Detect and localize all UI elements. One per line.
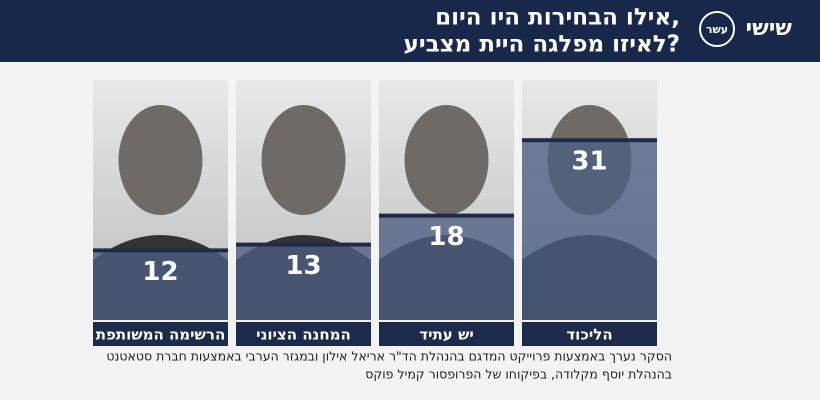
value-label: 12 [142, 257, 178, 287]
chart-title: לאיזו מפלגה היית מצביע? [404, 32, 681, 58]
category-band [93, 322, 228, 346]
logo-ring [699, 11, 735, 47]
bar-top-line [236, 242, 371, 247]
header-band [0, 0, 820, 62]
x-tick-label: הליכוד [566, 326, 612, 344]
bar [522, 140, 657, 320]
photo-head [261, 105, 346, 215]
bar-top-line [379, 213, 514, 218]
value-label: 18 [428, 222, 464, 252]
footnote: בהנהלת יוסף מקלודה, בפיקוחו של הפרופסור … [365, 367, 672, 382]
x-tick-label: יש עתיד [419, 326, 474, 344]
x-tick-label: המחנה הציוני [256, 326, 351, 344]
bar-top-line [93, 248, 228, 253]
category-band [379, 322, 514, 346]
photo-head [118, 105, 203, 215]
value-label: 31 [571, 147, 607, 177]
bar [379, 215, 514, 320]
logo-sub: עשר [706, 23, 728, 36]
bar-top-line [522, 138, 657, 143]
category-band [522, 322, 657, 346]
photo-head [404, 105, 489, 215]
bar [236, 244, 371, 320]
value-label: 13 [285, 251, 321, 281]
chart-title: אילו הבחירות היו היום, [435, 5, 680, 31]
logo-main: שישי [746, 16, 793, 41]
x-tick-label: הרשימה המשותפת [96, 326, 226, 344]
footnote: הסקר נערך באמצעות פרוייקט המדגם בהנהלת ה… [106, 349, 672, 364]
category-band [236, 322, 371, 346]
bar [93, 250, 228, 320]
